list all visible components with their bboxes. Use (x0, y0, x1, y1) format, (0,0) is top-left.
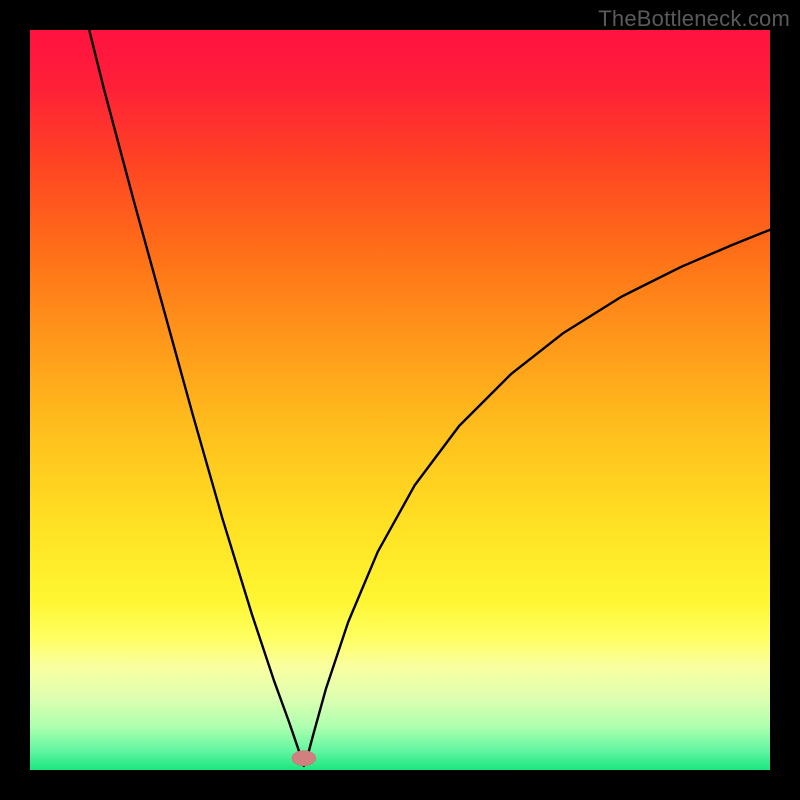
min-marker (292, 751, 316, 766)
watermark-text: TheBottleneck.com (598, 6, 790, 32)
bottleneck-chart (30, 30, 770, 770)
plot-area (30, 30, 770, 770)
chart-frame: TheBottleneck.com (0, 0, 800, 800)
gradient-background (30, 30, 770, 770)
